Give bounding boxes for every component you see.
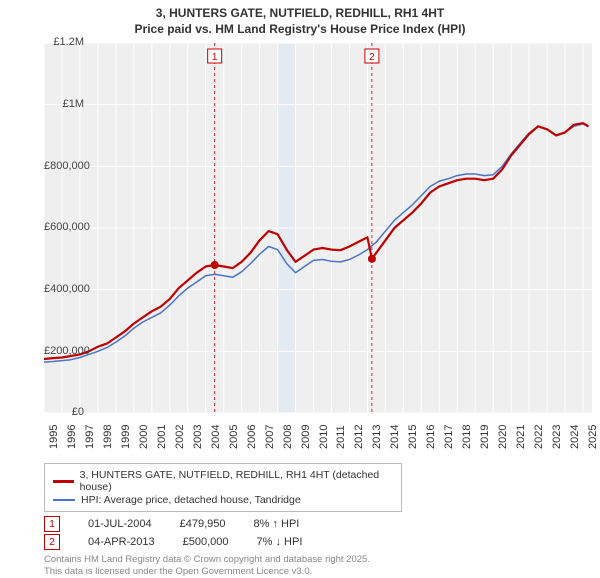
x-tick-label: 2006 <box>246 425 258 449</box>
x-tick-label: 2015 <box>407 425 419 449</box>
svg-text:2: 2 <box>369 52 375 63</box>
sale-row-2: 2 04-APR-2013 £500,000 7% ↓ HPI <box>44 534 592 550</box>
title-line-1: 3, HUNTERS GATE, NUTFIELD, REDHILL, RH1 … <box>0 6 600 22</box>
x-tick-label: 2017 <box>443 425 455 449</box>
legend-item-b: HPI: Average price, detached house, Tand… <box>53 494 393 506</box>
x-tick-label: 1995 <box>48 425 60 449</box>
footer-line-2: This data is licensed under the Open Gov… <box>44 566 592 578</box>
x-tick-label: 2025 <box>587 425 599 449</box>
footer-line-1: Contains HM Land Registry data © Crown c… <box>44 554 592 566</box>
sale-row-1: 1 01-JUL-2004 £479,950 8% ↑ HPI <box>44 516 592 532</box>
y-tick-label: £800,000 <box>44 160 84 172</box>
x-tick-label: 2009 <box>300 425 312 449</box>
x-tick-label: 2024 <box>569 425 581 449</box>
y-tick-label: £600,000 <box>44 221 84 233</box>
x-tick-label: 2013 <box>371 425 383 449</box>
x-tick-label: 2010 <box>318 425 330 449</box>
sale-markers-table: 1 01-JUL-2004 £479,950 8% ↑ HPI 2 04-APR… <box>44 516 592 550</box>
x-tick-label: 1999 <box>120 425 132 449</box>
x-tick-label: 2022 <box>533 425 545 449</box>
y-tick-label: £200,000 <box>44 345 84 357</box>
x-tick-label: 2001 <box>156 425 168 449</box>
footer: Contains HM Land Registry data © Crown c… <box>44 554 592 578</box>
sale-delta-1: 8% ↑ HPI <box>253 518 299 530</box>
chart-title: 3, HUNTERS GATE, NUTFIELD, REDHILL, RH1 … <box>0 0 600 37</box>
x-tick-label: 2018 <box>461 425 473 449</box>
legend-swatch-red <box>53 480 74 483</box>
x-axis: 1995 1996 1997 1998 1999 2000 2001 2002 2003 2004… <box>44 413 592 459</box>
x-tick-label: 1996 <box>66 425 78 449</box>
y-tick-label: £1M <box>44 98 84 110</box>
sale-date-2: 04-APR-2013 <box>88 536 155 548</box>
marker-badge-1: 1 <box>44 516 60 532</box>
x-tick-label: 2004 <box>210 425 222 449</box>
x-tick-label: 2020 <box>497 425 509 449</box>
x-tick-label: 2016 <box>425 425 437 449</box>
sale-price-1: £479,950 <box>180 518 226 530</box>
legend: 3, HUNTERS GATE, NUTFIELD, REDHILL, RH1 … <box>44 463 402 512</box>
marker-badge-2: 2 <box>44 534 60 550</box>
x-tick-label: 2003 <box>192 425 204 449</box>
sale-price-2: £500,000 <box>183 536 229 548</box>
x-tick-label: 1998 <box>102 425 114 449</box>
y-tick-label: £400,000 <box>44 283 84 295</box>
x-tick-label: 2008 <box>282 425 294 449</box>
x-tick-label: 2014 <box>389 425 401 449</box>
sale-date-1: 01-JUL-2004 <box>88 518 152 530</box>
svg-text:1: 1 <box>212 52 218 63</box>
legend-label-b: HPI: Average price, detached house, Tand… <box>81 494 301 506</box>
chart-area: £0£200,000£400,000£600,000£800,000£1M£1.… <box>44 43 592 413</box>
x-tick-label: 2000 <box>138 425 150 449</box>
x-tick-label: 2012 <box>353 425 365 449</box>
x-tick-label: 2002 <box>174 425 186 449</box>
x-tick-label: 2007 <box>264 425 276 449</box>
line-chart: 12 <box>44 43 592 413</box>
title-line-2: Price paid vs. HM Land Registry's House … <box>0 22 600 38</box>
x-tick-label: 2005 <box>228 425 240 449</box>
legend-item-a: 3, HUNTERS GATE, NUTFIELD, REDHILL, RH1 … <box>53 469 393 493</box>
x-tick-label: 2019 <box>479 425 491 449</box>
legend-label-a: 3, HUNTERS GATE, NUTFIELD, REDHILL, RH1 … <box>80 469 393 493</box>
x-tick-label: 2023 <box>551 425 563 449</box>
legend-swatch-blue <box>53 499 75 501</box>
x-tick-label: 1997 <box>84 425 96 449</box>
y-tick-label: £1.2M <box>44 36 84 48</box>
x-tick-label: 2021 <box>515 425 527 449</box>
x-tick-label: 2011 <box>335 426 347 450</box>
sale-delta-2: 7% ↓ HPI <box>257 536 303 548</box>
